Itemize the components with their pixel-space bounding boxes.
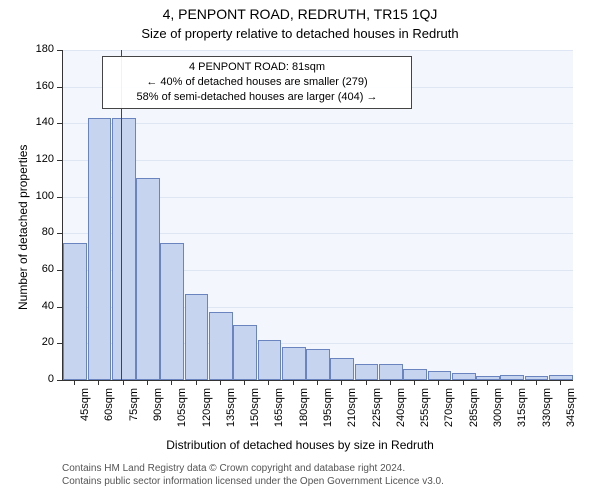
y-tick-label: 140 <box>28 116 54 128</box>
y-tick-mark <box>57 197 62 198</box>
page-title: 4, PENPONT ROAD, REDRUTH, TR15 1QJ <box>0 6 600 22</box>
bar <box>258 340 282 380</box>
x-tick-label: 225sqm <box>371 388 383 438</box>
x-tick-label: 210sqm <box>346 388 358 438</box>
x-tick-mark <box>560 380 561 385</box>
y-tick-label: 120 <box>28 153 54 165</box>
x-tick-mark <box>220 380 221 385</box>
bar <box>330 358 354 380</box>
bar <box>233 325 257 380</box>
bar <box>379 364 403 381</box>
y-tick-mark <box>57 270 62 271</box>
gridline <box>63 160 573 161</box>
x-tick-mark <box>74 380 75 385</box>
x-tick-label: 330sqm <box>541 388 553 438</box>
x-tick-label: 315sqm <box>516 388 528 438</box>
bar <box>355 364 379 381</box>
x-tick-label: 150sqm <box>249 388 261 438</box>
bar <box>282 347 306 380</box>
x-tick-mark <box>123 380 124 385</box>
x-tick-mark <box>511 380 512 385</box>
x-tick-label: 165sqm <box>273 388 285 438</box>
y-tick-mark <box>57 307 62 308</box>
bar <box>185 294 209 380</box>
bar <box>403 369 427 380</box>
y-tick-label: 20 <box>28 336 54 348</box>
annotation-line-1: 4 PENPONT ROAD: 81sqm <box>109 60 405 75</box>
y-tick-mark <box>57 123 62 124</box>
x-tick-label: 180sqm <box>298 388 310 438</box>
bar <box>549 375 573 381</box>
x-tick-label: 60sqm <box>103 388 115 438</box>
x-tick-label: 300sqm <box>492 388 504 438</box>
x-tick-mark <box>244 380 245 385</box>
chart-container: 4, PENPONT ROAD, REDRUTH, TR15 1QJ Size … <box>0 0 600 500</box>
footer-line-1: Contains HM Land Registry data © Crown c… <box>62 462 444 475</box>
x-tick-label: 240sqm <box>395 388 407 438</box>
y-tick-mark <box>57 87 62 88</box>
x-tick-label: 285sqm <box>468 388 480 438</box>
y-tick-label: 60 <box>28 263 54 275</box>
y-tick-label: 160 <box>28 80 54 92</box>
x-tick-label: 120sqm <box>201 388 213 438</box>
annotation-line-2: ← 40% of detached houses are smaller (27… <box>109 75 405 90</box>
y-tick-label: 80 <box>28 226 54 238</box>
x-tick-mark <box>438 380 439 385</box>
x-tick-mark <box>414 380 415 385</box>
y-tick-label: 40 <box>28 300 54 312</box>
x-tick-mark <box>341 380 342 385</box>
gridline <box>63 123 573 124</box>
y-tick-label: 100 <box>28 190 54 202</box>
x-tick-label: 90sqm <box>152 388 164 438</box>
x-tick-mark <box>196 380 197 385</box>
y-tick-mark <box>57 343 62 344</box>
bar <box>63 243 87 381</box>
x-tick-label: 75sqm <box>128 388 140 438</box>
bar <box>209 312 233 380</box>
x-tick-label: 270sqm <box>443 388 455 438</box>
x-tick-mark <box>366 380 367 385</box>
x-tick-mark <box>390 380 391 385</box>
bar <box>160 243 184 381</box>
y-tick-label: 0 <box>28 373 54 385</box>
y-tick-mark <box>57 160 62 161</box>
x-tick-mark <box>487 380 488 385</box>
x-tick-mark <box>536 380 537 385</box>
x-tick-label: 105sqm <box>176 388 188 438</box>
annotation-box: 4 PENPONT ROAD: 81sqm← 40% of detached h… <box>102 56 412 109</box>
bar <box>136 178 160 380</box>
x-tick-mark <box>293 380 294 385</box>
x-tick-label: 135sqm <box>225 388 237 438</box>
x-tick-label: 255sqm <box>419 388 431 438</box>
footer-text: Contains HM Land Registry data © Crown c… <box>62 462 444 488</box>
gridline <box>63 50 573 51</box>
x-axis-label: Distribution of detached houses by size … <box>0 438 600 452</box>
bar <box>452 373 476 380</box>
x-tick-mark <box>268 380 269 385</box>
bar <box>428 371 452 380</box>
y-tick-label: 180 <box>28 43 54 55</box>
bar <box>88 118 112 380</box>
bar <box>112 118 136 380</box>
y-tick-mark <box>57 50 62 51</box>
page-subtitle: Size of property relative to detached ho… <box>0 26 600 41</box>
x-tick-label: 45sqm <box>79 388 91 438</box>
y-tick-mark <box>57 380 62 381</box>
x-tick-label: 345sqm <box>565 388 577 438</box>
y-tick-mark <box>57 233 62 234</box>
annotation-line-3: 58% of semi-detached houses are larger (… <box>109 90 405 105</box>
x-tick-mark <box>98 380 99 385</box>
x-tick-mark <box>463 380 464 385</box>
x-tick-mark <box>147 380 148 385</box>
bar <box>306 349 330 380</box>
footer-line-2: Contains public sector information licen… <box>62 475 444 488</box>
x-tick-mark <box>171 380 172 385</box>
x-tick-mark <box>317 380 318 385</box>
x-tick-label: 195sqm <box>322 388 334 438</box>
